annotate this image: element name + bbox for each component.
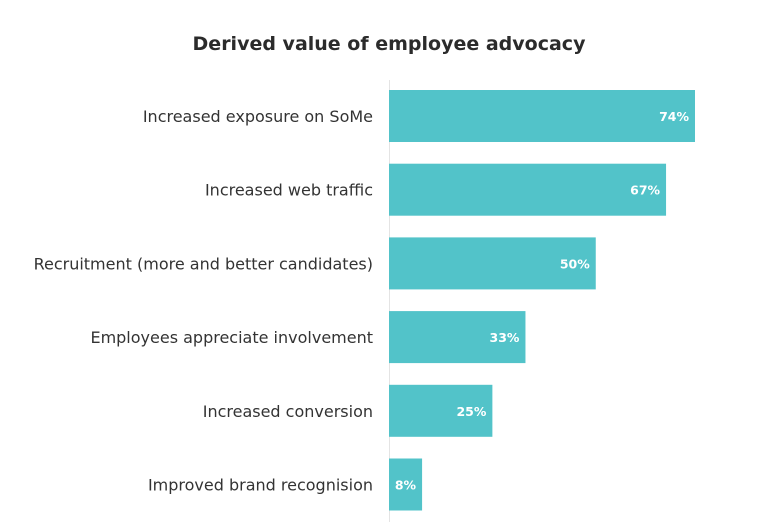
bar (389, 90, 695, 142)
category-label: Improved brand recognision (148, 476, 373, 495)
chart-title: Derived value of employee advocacy (193, 33, 587, 55)
bar (389, 163, 667, 216)
category-label: Increased web traffic (205, 181, 373, 200)
value-label: 25% (456, 404, 486, 419)
value-label: 67% (630, 183, 660, 198)
bar (389, 311, 526, 364)
category-label: Increased conversion (203, 402, 373, 421)
bar (389, 237, 596, 290)
category-label: Employees appreciate involvement (90, 328, 373, 347)
category-label: Recruitment (more and better candidates) (34, 254, 373, 273)
category-label: Increased exposure on SoMe (143, 107, 373, 126)
bar (389, 458, 423, 511)
value-label: 74% (659, 109, 689, 124)
value-label: 33% (490, 330, 520, 345)
bar (389, 384, 493, 437)
value-label: 8% (395, 478, 417, 493)
value-label: 50% (560, 256, 590, 271)
